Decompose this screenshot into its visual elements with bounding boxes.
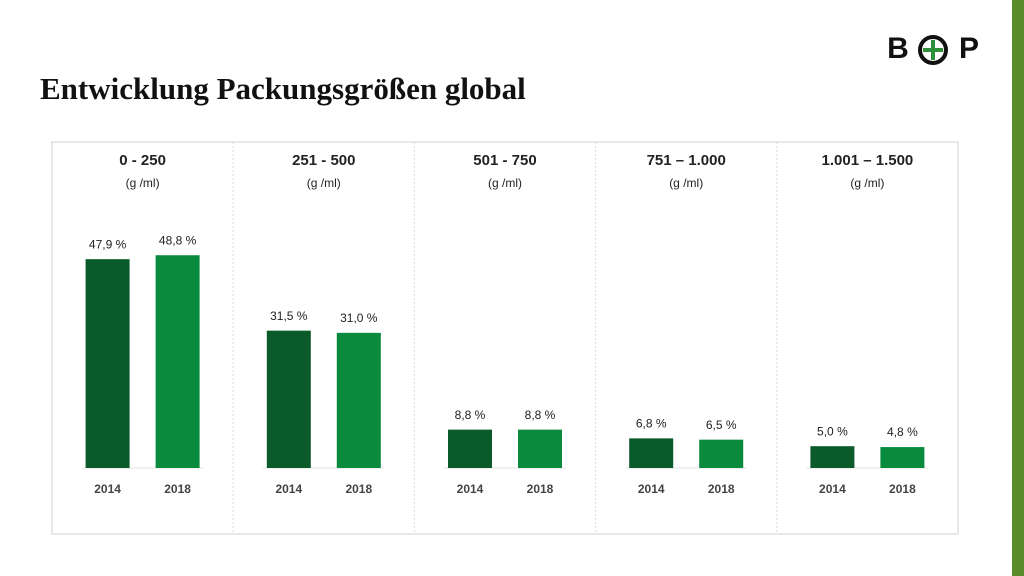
- side-stripe: [1012, 0, 1024, 576]
- chart-subtitle: (g /ml): [669, 176, 703, 190]
- panel-frame: [51, 141, 959, 535]
- x-tick-label: 2018: [527, 482, 554, 496]
- value-label: 8,8 %: [455, 408, 486, 422]
- x-tick-label: 2018: [345, 482, 372, 496]
- bar: [880, 447, 925, 468]
- chart-title: 0 - 250: [119, 152, 166, 169]
- bar: [699, 439, 744, 468]
- chart-title: 251 - 500: [292, 152, 355, 169]
- x-tick-label: 2014: [275, 482, 302, 496]
- slide-title: Entwicklung Packungsgrößen global: [40, 71, 526, 106]
- value-label: 4,8 %: [887, 425, 918, 439]
- x-tick-label: 2014: [94, 482, 121, 496]
- chart-subtitle: (g /ml): [488, 176, 522, 190]
- bar: [810, 446, 855, 468]
- value-label: 47,9 %: [89, 237, 127, 251]
- bar: [85, 259, 130, 468]
- x-tick-label: 2018: [708, 482, 735, 496]
- bar: [448, 429, 492, 468]
- chart-title: 501 - 750: [473, 152, 536, 169]
- bar: [266, 330, 311, 468]
- bar: [336, 332, 381, 468]
- x-tick-label: 2018: [164, 482, 191, 496]
- logo: B P: [887, 32, 979, 65]
- logo-right: P: [959, 32, 979, 65]
- x-tick-label: 2014: [819, 482, 846, 496]
- value-label: 6,5 %: [706, 418, 737, 432]
- value-label: 31,0 %: [340, 311, 378, 325]
- bar: [518, 429, 562, 468]
- value-label: 8,8 %: [525, 408, 556, 422]
- chart-subtitle: (g /ml): [850, 176, 884, 190]
- value-label: 48,8 %: [159, 233, 197, 247]
- x-tick-label: 2018: [889, 482, 916, 496]
- bar: [629, 438, 674, 468]
- logo-left: B: [887, 32, 909, 65]
- chart-title: 751 – 1.000: [647, 152, 726, 169]
- bar: [155, 255, 200, 468]
- x-tick-label: 2014: [638, 482, 665, 496]
- logo-circle: [918, 35, 948, 65]
- chart-subtitle: (g /ml): [307, 176, 341, 190]
- value-label: 31,5 %: [270, 309, 308, 323]
- value-label: 5,0 %: [817, 424, 848, 438]
- value-label: 6,8 %: [636, 417, 667, 431]
- chart-title: 1.001 – 1.500: [822, 152, 914, 169]
- chart-subtitle: (g /ml): [126, 176, 160, 190]
- x-tick-label: 2014: [457, 482, 484, 496]
